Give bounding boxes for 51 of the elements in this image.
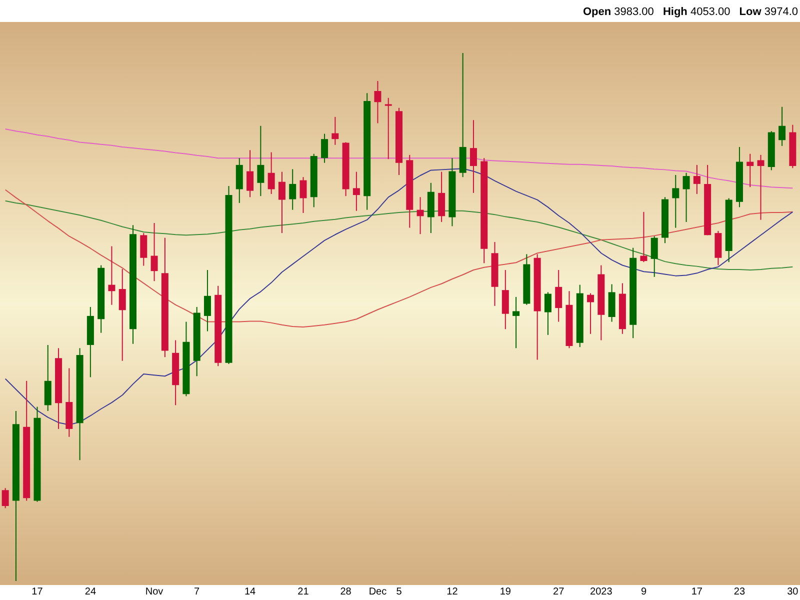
x-tick-label: 2023 bbox=[590, 586, 613, 598]
x-tick-label: 9 bbox=[640, 586, 647, 598]
x-tick-label: 19 bbox=[500, 586, 512, 598]
x-tick-label: 12 bbox=[446, 586, 458, 598]
candlestick bbox=[555, 270, 562, 322]
candlestick bbox=[416, 196, 424, 235]
candlestick bbox=[352, 171, 360, 212]
candlestick bbox=[470, 120, 477, 194]
candlestick bbox=[682, 172, 690, 222]
candlestick bbox=[118, 268, 126, 362]
candlestick bbox=[289, 168, 296, 210]
candlestick bbox=[2, 488, 9, 509]
x-tick-label: Nov bbox=[145, 586, 164, 598]
x-tick-label: 21 bbox=[298, 586, 310, 598]
x-tick-label: Dec bbox=[368, 586, 387, 598]
text: Open 3983.00 High 4053.00 Low 3974.0 bbox=[582, 6, 798, 18]
candlestick bbox=[140, 232, 148, 266]
candlestick bbox=[374, 80, 382, 124]
candlestick bbox=[502, 270, 509, 330]
candlestick bbox=[650, 236, 658, 278]
candlestick bbox=[757, 154, 764, 220]
candlestick bbox=[693, 164, 700, 194]
x-tick-label: 17 bbox=[32, 586, 44, 598]
candlestick bbox=[204, 270, 211, 332]
x-tick-label: 14 bbox=[244, 586, 256, 598]
candlestick bbox=[587, 292, 594, 334]
candlestick bbox=[512, 296, 520, 349]
candlestick bbox=[257, 125, 264, 197]
x-tick-label: 7 bbox=[194, 586, 200, 598]
candlestick bbox=[672, 174, 680, 228]
x-tick-label: 17 bbox=[691, 586, 703, 598]
x-tick-label: 24 bbox=[84, 586, 96, 598]
candlestick bbox=[332, 116, 339, 146]
x-tick-label: 23 bbox=[734, 586, 746, 598]
candlestick bbox=[746, 153, 754, 188]
x-tick-label: 28 bbox=[340, 586, 352, 598]
candlestick bbox=[268, 152, 275, 194]
candlestick bbox=[246, 150, 254, 198]
x-tick-label: 30 bbox=[787, 586, 799, 598]
candlestick bbox=[300, 176, 307, 214]
candlestick bbox=[640, 211, 648, 263]
candlestick bbox=[278, 171, 286, 234]
candlestick bbox=[108, 246, 116, 306]
candlestick bbox=[438, 171, 446, 222]
candlestick bbox=[778, 106, 786, 146]
candlestick bbox=[150, 222, 158, 282]
candlestick bbox=[544, 292, 552, 336]
candlestick bbox=[321, 133, 328, 164]
x-tick-label: 27 bbox=[553, 586, 565, 598]
x-tick-label: 5 bbox=[396, 586, 402, 598]
candlestick bbox=[384, 97, 392, 160]
